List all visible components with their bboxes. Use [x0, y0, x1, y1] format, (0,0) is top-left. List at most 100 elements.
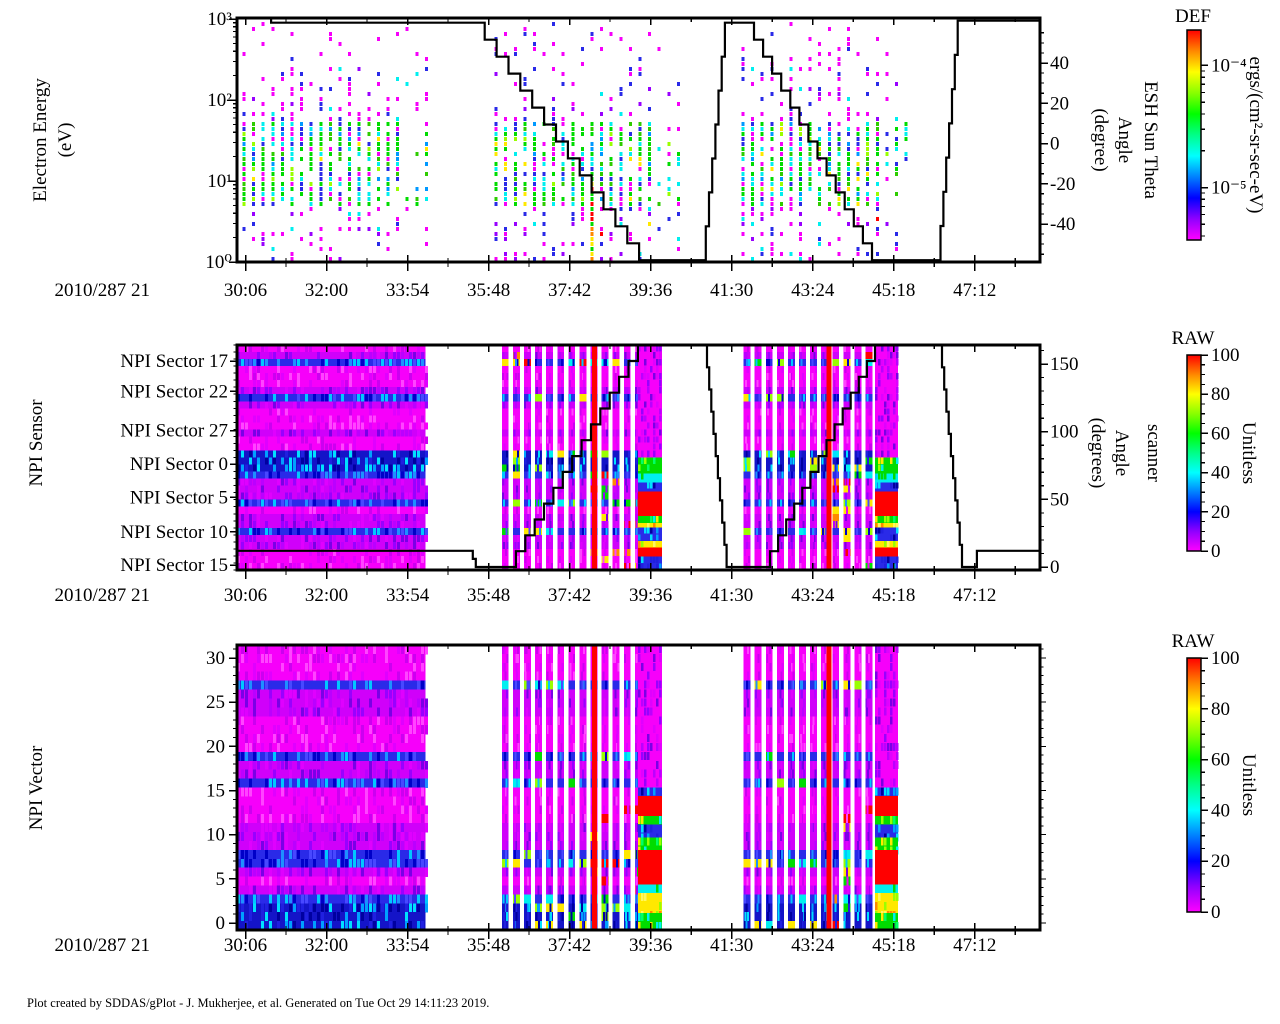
x-tick-label: 32:00 — [305, 585, 348, 606]
raw-colorbar-tick-label: 100 — [1211, 345, 1240, 366]
x-tick-label: 43:24 — [791, 585, 835, 606]
raw-colorbar-tick-label: 0 — [1211, 541, 1221, 562]
colorbar3-unit-label: Unitless — [1238, 754, 1259, 816]
x-tick-label: 37:42 — [548, 935, 591, 956]
p2-right-tick-label: 150 — [1050, 354, 1079, 375]
panel-npi-sensor — [237, 345, 1040, 571]
p1-right-axis-title-line1: ESH Sun Theta — [1140, 81, 1161, 199]
p3-left-axis-title: NPI Vector — [26, 745, 47, 830]
x-tick-label: 30:06 — [224, 935, 267, 956]
p1-right-tick-label: 0 — [1050, 134, 1060, 155]
footer-credit-text: Plot created by SDDAS/gPlot - J. Mukherj… — [27, 996, 489, 1010]
panel-npi-sensor-heatmap-cells — [237, 345, 899, 571]
colorbar-def: 10⁻⁴ 10⁻⁵ — [1186, 29, 1247, 241]
raw-colorbar-tick-label: 100 — [1211, 648, 1240, 669]
raw-colorbar-tick-label: 60 — [1211, 423, 1230, 444]
raw-colorbar-tick-label: 20 — [1211, 851, 1230, 872]
def-colorbar-tick-label: 10⁻⁴ — [1211, 55, 1247, 76]
colorbar-raw-sensor: 0 20 40 60 80 100 — [1186, 345, 1240, 562]
x-tick-label: 45:18 — [872, 935, 915, 956]
raw-colorbar-tick-label: 80 — [1211, 384, 1230, 405]
x-axis-panel1: 30:06 32:00 33:54 35:48 37:42 39:36 41:30 43:24… — [224, 18, 1016, 301]
x-tick-label: 41:30 — [710, 280, 753, 301]
p2-right-axis-title-line3: (degrees) — [1087, 418, 1108, 489]
static-labels: Electron Energy (eV) NPI Sensor NPI Vect… — [26, 6, 1266, 1010]
p2-left-axis-title: NPI Sensor — [26, 399, 47, 487]
sector-tick-label: NPI Sector 0 — [130, 454, 228, 475]
p1-left-axis: 10⁰ 10¹ 10² 10³ — [205, 9, 237, 273]
p2-date-label: 2010/287 21 — [54, 585, 150, 606]
p2-right-axis: 0 50 100 150 — [1040, 349, 1079, 578]
x-tick-label: 37:42 — [548, 280, 591, 301]
colorbar1-unit-label: ergs/(cm²-sr-sec-eV) — [1245, 57, 1266, 214]
x-tick-label: 35:48 — [467, 585, 510, 606]
raw-colorbar-tick-label: 60 — [1211, 750, 1230, 771]
x-tick-label: 39:36 — [629, 935, 672, 956]
colorbar2-title: RAW — [1172, 328, 1215, 349]
p3-y-tick-label: 20 — [206, 736, 225, 757]
colorbar-raw-vector: 0 20 40 60 80 100 — [1186, 648, 1240, 923]
x-tick-label: 30:06 — [224, 585, 267, 606]
x-axis-panel2: 30:06 32:00 33:54 35:48 37:42 39:36 41:30 43:24… — [224, 345, 1016, 606]
x-axis-panel3: 30:06 32:00 33:54 35:48 37:42 39:36 41:30 43:24… — [224, 645, 1016, 956]
colorbar1-title: DEF — [1175, 6, 1211, 27]
panel-electron-energy — [242, 18, 1040, 262]
panel-npi-vector — [237, 645, 899, 931]
x-tick-label: 33:54 — [386, 585, 430, 606]
p2-right-tick-label: 50 — [1050, 489, 1069, 510]
p1-right-tick-label: -20 — [1050, 174, 1075, 195]
x-tick-label: 39:36 — [629, 585, 672, 606]
x-tick-label: 41:30 — [710, 585, 753, 606]
electron-energy-heatmap-cells — [242, 22, 908, 261]
p3-y-tick-label: 25 — [206, 692, 225, 713]
p3-y-tick-label: 10 — [206, 825, 225, 846]
sector-tick-label: NPI Sector 17 — [120, 351, 228, 372]
p1-y-tick-label: 10² — [207, 90, 232, 111]
x-tick-label: 35:48 — [467, 935, 510, 956]
p1-left-axis-title-line2: (eV) — [55, 123, 76, 158]
raw-colorbar-tick-label: 40 — [1211, 800, 1230, 821]
x-tick-label: 32:00 — [305, 280, 348, 301]
x-tick-label: 39:36 — [629, 280, 672, 301]
p3-left-axis: 0 5 10 15 20 25 30 — [206, 648, 1046, 934]
panels-container: 30:06 32:00 33:54 35:48 37:42 39:36 41:30 43:24… — [120, 9, 1247, 956]
p1-y-tick-label: 10⁰ — [205, 252, 232, 273]
p3-y-tick-label: 5 — [216, 869, 226, 890]
x-tick-label: 47:12 — [953, 585, 996, 606]
def-colorbar-tick-label: 10⁻⁵ — [1211, 178, 1247, 199]
panel-npi-vector-heatmap-cells — [237, 645, 899, 931]
x-tick-label: 45:18 — [872, 585, 915, 606]
x-tick-label: 33:54 — [386, 280, 430, 301]
x-tick-label: 30:06 — [224, 280, 267, 301]
sector-tick-label: NPI Sector 5 — [130, 487, 228, 508]
sector-tick-label: NPI Sector 22 — [120, 381, 228, 402]
x-tick-label: 32:00 — [305, 935, 348, 956]
p3-date-label: 2010/287 21 — [54, 935, 150, 956]
raw-colorbar-tick-label: 80 — [1211, 699, 1230, 720]
x-tick-label: 47:12 — [953, 935, 996, 956]
p1-right-tick-label: 40 — [1050, 53, 1069, 74]
x-tick-label: 43:24 — [791, 935, 835, 956]
sector-tick-label: NPI Sector 15 — [120, 555, 228, 576]
p2-right-tick-label: 100 — [1050, 422, 1079, 443]
p1-right-axis-title-line2: Angle — [1114, 117, 1135, 163]
raw-colorbar-tick-label: 0 — [1211, 902, 1221, 923]
p1-right-axis: 40 20 0 -20 -40 — [1040, 32, 1075, 255]
x-tick-label: 37:42 — [548, 585, 591, 606]
p1-right-tick-label: 20 — [1050, 93, 1069, 114]
scanner-angle-line — [237, 345, 1040, 569]
raw-colorbar-tick-label: 40 — [1211, 463, 1230, 484]
p2-right-axis-title-line1: scanner — [1143, 424, 1164, 483]
p1-date-label: 2010/287 21 — [54, 280, 150, 301]
p2-right-axis-title-line2: Angle — [1111, 430, 1132, 476]
p2-right-tick-label: 0 — [1050, 557, 1060, 578]
x-tick-label: 41:30 — [710, 935, 753, 956]
axes-and-ticks: 30:06 32:00 33:54 35:48 37:42 39:36 41:30 43:24… — [120, 9, 1247, 956]
p1-right-axis-title-line3: (degree) — [1090, 108, 1111, 171]
colorbar2-unit-label: Unitless — [1238, 422, 1259, 484]
colorbar3-title: RAW — [1172, 631, 1215, 652]
x-tick-label: 43:24 — [791, 280, 835, 301]
p1-left-axis-title-line1: Electron Energy — [30, 78, 51, 202]
p1-y-tick-label: 10¹ — [207, 171, 232, 192]
